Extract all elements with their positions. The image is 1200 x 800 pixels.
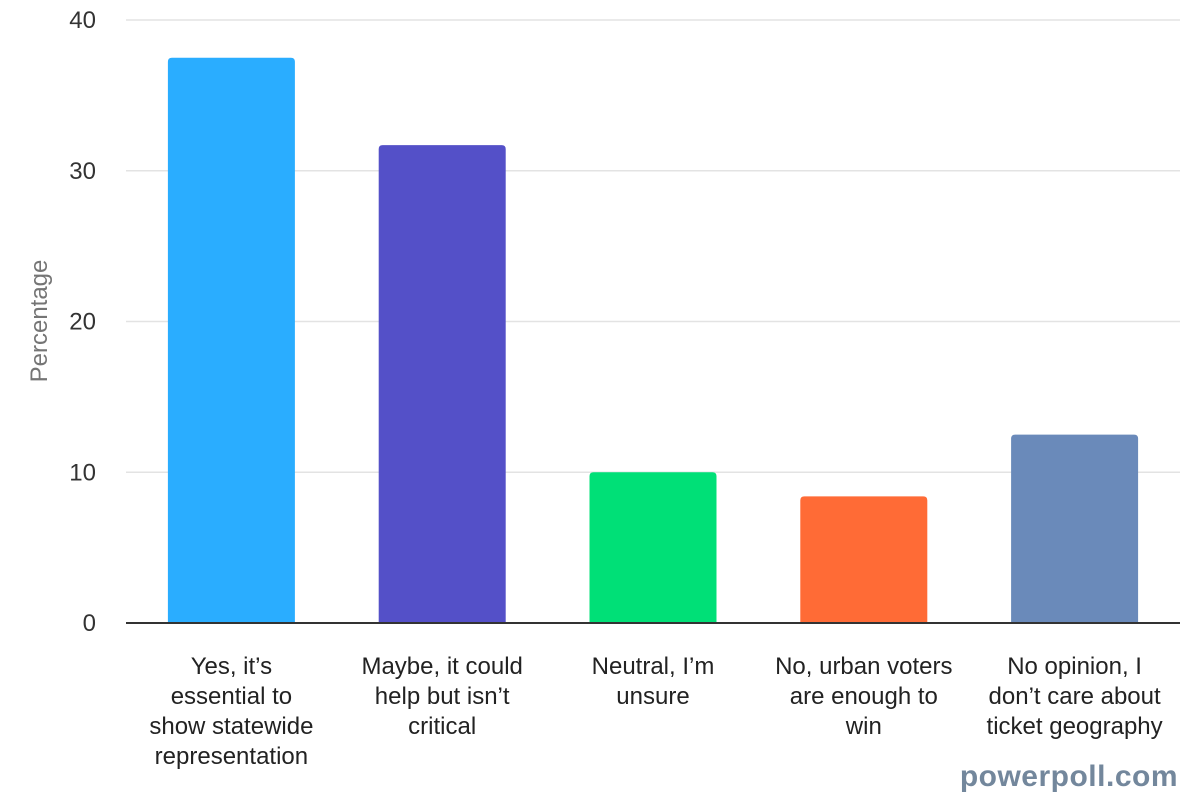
bar-5 — [1011, 434, 1139, 623]
y-tick-label: 20 — [69, 309, 96, 336]
bars — [167, 57, 1139, 623]
y-tick-label: 0 — [83, 610, 96, 637]
y-tick-label: 10 — [69, 459, 96, 486]
x-tick-label-line: win — [845, 713, 882, 740]
y-tick-label: 40 — [69, 7, 96, 34]
x-tick-label: Maybe, it could help but isn’t critical — [342, 652, 542, 742]
bar-3 — [589, 472, 717, 623]
x-tick-label-line: Maybe, it could — [361, 653, 523, 680]
bar-1 — [167, 57, 295, 623]
watermark: powerpoll.com — [959, 760, 1178, 793]
x-tick-label-line: No, urban voters — [775, 653, 953, 680]
x-tick-label-line: Neutral, I’m — [591, 653, 715, 680]
y-axis-ticks: 0 10 20 30 40 — [69, 7, 96, 637]
x-tick-label: No opinion, I don’t care about ticket geog… — [975, 652, 1175, 742]
x-tick-label-line: representation — [154, 743, 309, 770]
x-tick-label-line: unsure — [616, 683, 690, 710]
y-tick-label: 30 — [69, 158, 96, 185]
x-tick-label-line: help but isn’t — [374, 683, 510, 710]
x-tick-label-line: critical — [408, 713, 477, 740]
bar-4 — [800, 496, 928, 623]
x-tick-label: Neutral, I’m unsure — [553, 652, 753, 712]
x-tick-label-line: are enough to — [789, 683, 938, 710]
x-tick-label-line: No opinion, I — [1007, 653, 1142, 680]
y-axis-label: Percentage — [26, 260, 53, 383]
x-tick-label-line: don’t care about — [988, 683, 1161, 710]
x-tick-label-line: show statewide — [149, 713, 314, 740]
x-tick-label: Yes, it’s essential to show statewide repre… — [131, 652, 331, 772]
x-tick-label-line: essential to — [170, 683, 293, 710]
x-tick-label: No, urban voters are enough to win — [764, 652, 964, 742]
x-tick-label-line: Yes, it’s — [190, 653, 273, 680]
x-tick-label-line: ticket geography — [986, 713, 1163, 740]
bar-2 — [378, 145, 506, 623]
